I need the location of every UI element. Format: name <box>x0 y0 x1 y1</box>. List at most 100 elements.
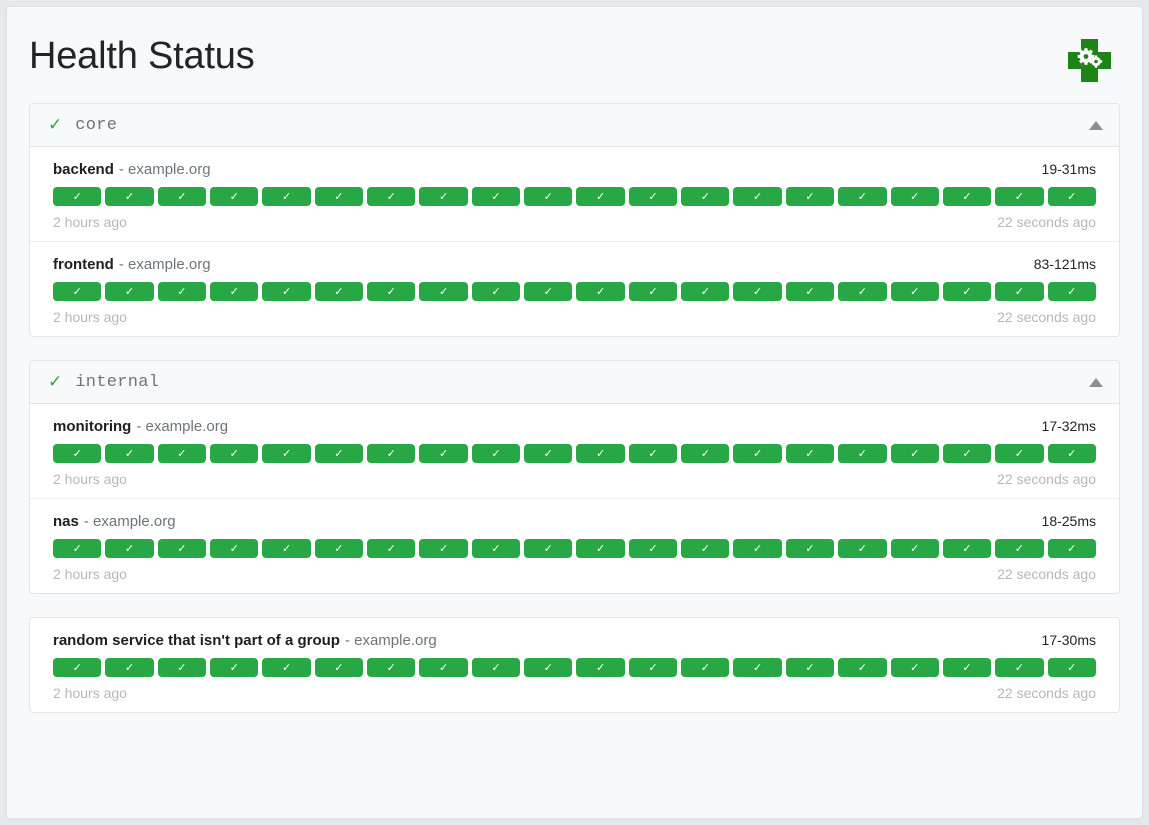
uptime-bar[interactable]: ✓ <box>471 444 521 463</box>
uptime-bar[interactable]: ✓ <box>262 282 311 301</box>
uptime-bar[interactable]: ✓ <box>314 539 364 558</box>
uptime-bar[interactable]: ✓ <box>367 658 416 677</box>
uptime-bar[interactable]: ✓ <box>262 658 311 677</box>
uptime-bar[interactable]: ✓ <box>105 444 154 463</box>
service-name[interactable]: nas <box>53 513 79 530</box>
uptime-bar[interactable]: ✓ <box>733 539 782 558</box>
uptime-bar[interactable]: ✓ <box>733 187 782 206</box>
uptime-bar[interactable]: ✓ <box>524 539 573 558</box>
uptime-bar[interactable]: ✓ <box>53 187 102 206</box>
uptime-bar[interactable]: ✓ <box>995 658 1044 677</box>
uptime-bar[interactable]: ✓ <box>942 444 992 463</box>
service-name[interactable]: random service that isn't part of a grou… <box>53 632 340 649</box>
uptime-bar[interactable]: ✓ <box>995 187 1044 206</box>
uptime-bar[interactable]: ✓ <box>262 187 311 206</box>
service-name[interactable]: monitoring <box>53 418 132 435</box>
uptime-bar[interactable]: ✓ <box>314 658 364 677</box>
uptime-bar[interactable]: ✓ <box>157 282 207 301</box>
service-name[interactable]: backend <box>53 161 114 178</box>
uptime-bar[interactable]: ✓ <box>681 187 730 206</box>
uptime-bar[interactable]: ✓ <box>471 282 521 301</box>
uptime-bar[interactable]: ✓ <box>995 444 1044 463</box>
uptime-bar[interactable]: ✓ <box>576 187 625 206</box>
uptime-bar[interactable]: ✓ <box>785 658 835 677</box>
uptime-bar[interactable]: ✓ <box>524 658 573 677</box>
uptime-bar[interactable]: ✓ <box>105 539 154 558</box>
uptime-bar[interactable]: ✓ <box>314 187 364 206</box>
uptime-bar[interactable]: ✓ <box>367 282 416 301</box>
uptime-bar[interactable]: ✓ <box>890 187 939 206</box>
uptime-bar[interactable]: ✓ <box>838 187 887 206</box>
group-header[interactable]: ✓ internal <box>30 361 1119 404</box>
uptime-bar[interactable]: ✓ <box>576 658 625 677</box>
uptime-bar[interactable]: ✓ <box>262 444 311 463</box>
uptime-bar[interactable]: ✓ <box>53 282 102 301</box>
uptime-bar[interactable]: ✓ <box>210 539 259 558</box>
uptime-bar[interactable]: ✓ <box>471 187 521 206</box>
uptime-bar[interactable]: ✓ <box>785 282 835 301</box>
uptime-bar[interactable]: ✓ <box>157 658 207 677</box>
uptime-bar[interactable]: ✓ <box>733 658 782 677</box>
uptime-bar[interactable]: ✓ <box>1047 658 1096 677</box>
uptime-bar[interactable]: ✓ <box>838 282 887 301</box>
uptime-bar[interactable]: ✓ <box>576 444 625 463</box>
uptime-bar[interactable]: ✓ <box>890 444 939 463</box>
uptime-bar[interactable]: ✓ <box>419 658 468 677</box>
uptime-bar[interactable]: ✓ <box>628 187 678 206</box>
uptime-bar[interactable]: ✓ <box>419 187 468 206</box>
uptime-bar[interactable]: ✓ <box>942 282 992 301</box>
uptime-bar[interactable]: ✓ <box>471 539 521 558</box>
uptime-bar[interactable]: ✓ <box>838 444 887 463</box>
uptime-bar[interactable]: ✓ <box>733 282 782 301</box>
uptime-bar[interactable]: ✓ <box>1047 444 1096 463</box>
uptime-bar[interactable]: ✓ <box>681 282 730 301</box>
uptime-bar[interactable]: ✓ <box>419 282 468 301</box>
uptime-bar[interactable]: ✓ <box>210 282 259 301</box>
uptime-bar[interactable]: ✓ <box>576 282 625 301</box>
uptime-bar[interactable]: ✓ <box>524 187 573 206</box>
uptime-bar[interactable]: ✓ <box>785 444 835 463</box>
uptime-bar[interactable]: ✓ <box>942 658 992 677</box>
uptime-bar[interactable]: ✓ <box>628 444 678 463</box>
uptime-bar[interactable]: ✓ <box>785 187 835 206</box>
uptime-bar[interactable]: ✓ <box>53 444 102 463</box>
uptime-bar[interactable]: ✓ <box>262 539 311 558</box>
collapse-arrow-icon[interactable] <box>1089 120 1103 130</box>
uptime-bar[interactable]: ✓ <box>681 658 730 677</box>
uptime-bar[interactable]: ✓ <box>105 658 154 677</box>
uptime-bar[interactable]: ✓ <box>157 444 207 463</box>
uptime-bar[interactable]: ✓ <box>419 444 468 463</box>
uptime-bar[interactable]: ✓ <box>210 658 259 677</box>
uptime-bar[interactable]: ✓ <box>210 444 259 463</box>
uptime-bar[interactable]: ✓ <box>681 444 730 463</box>
uptime-bar[interactable]: ✓ <box>1047 282 1096 301</box>
uptime-bar[interactable]: ✓ <box>995 539 1044 558</box>
uptime-bar[interactable]: ✓ <box>681 539 730 558</box>
uptime-bar[interactable]: ✓ <box>105 187 154 206</box>
uptime-bar[interactable]: ✓ <box>53 539 102 558</box>
uptime-bar[interactable]: ✓ <box>314 282 364 301</box>
uptime-bar[interactable]: ✓ <box>576 539 625 558</box>
uptime-bar[interactable]: ✓ <box>524 282 573 301</box>
uptime-bar[interactable]: ✓ <box>419 539 468 558</box>
uptime-bar[interactable]: ✓ <box>628 282 678 301</box>
uptime-bar[interactable]: ✓ <box>838 658 887 677</box>
uptime-bar[interactable]: ✓ <box>733 444 782 463</box>
uptime-bar[interactable]: ✓ <box>628 539 678 558</box>
uptime-bar[interactable]: ✓ <box>628 658 678 677</box>
uptime-bar[interactable]: ✓ <box>157 539 207 558</box>
uptime-bar[interactable]: ✓ <box>524 444 573 463</box>
uptime-bar[interactable]: ✓ <box>367 444 416 463</box>
uptime-bar[interactable]: ✓ <box>995 282 1044 301</box>
uptime-bar[interactable]: ✓ <box>890 539 939 558</box>
service-name[interactable]: frontend <box>53 256 114 273</box>
uptime-bar[interactable]: ✓ <box>471 658 521 677</box>
uptime-bar[interactable]: ✓ <box>210 187 259 206</box>
uptime-bar[interactable]: ✓ <box>105 282 154 301</box>
uptime-bar[interactable]: ✓ <box>157 187 207 206</box>
uptime-bar[interactable]: ✓ <box>53 658 102 677</box>
uptime-bar[interactable]: ✓ <box>942 187 992 206</box>
uptime-bar[interactable]: ✓ <box>1047 539 1096 558</box>
uptime-bar[interactable]: ✓ <box>890 282 939 301</box>
group-header[interactable]: ✓ core <box>30 104 1119 147</box>
